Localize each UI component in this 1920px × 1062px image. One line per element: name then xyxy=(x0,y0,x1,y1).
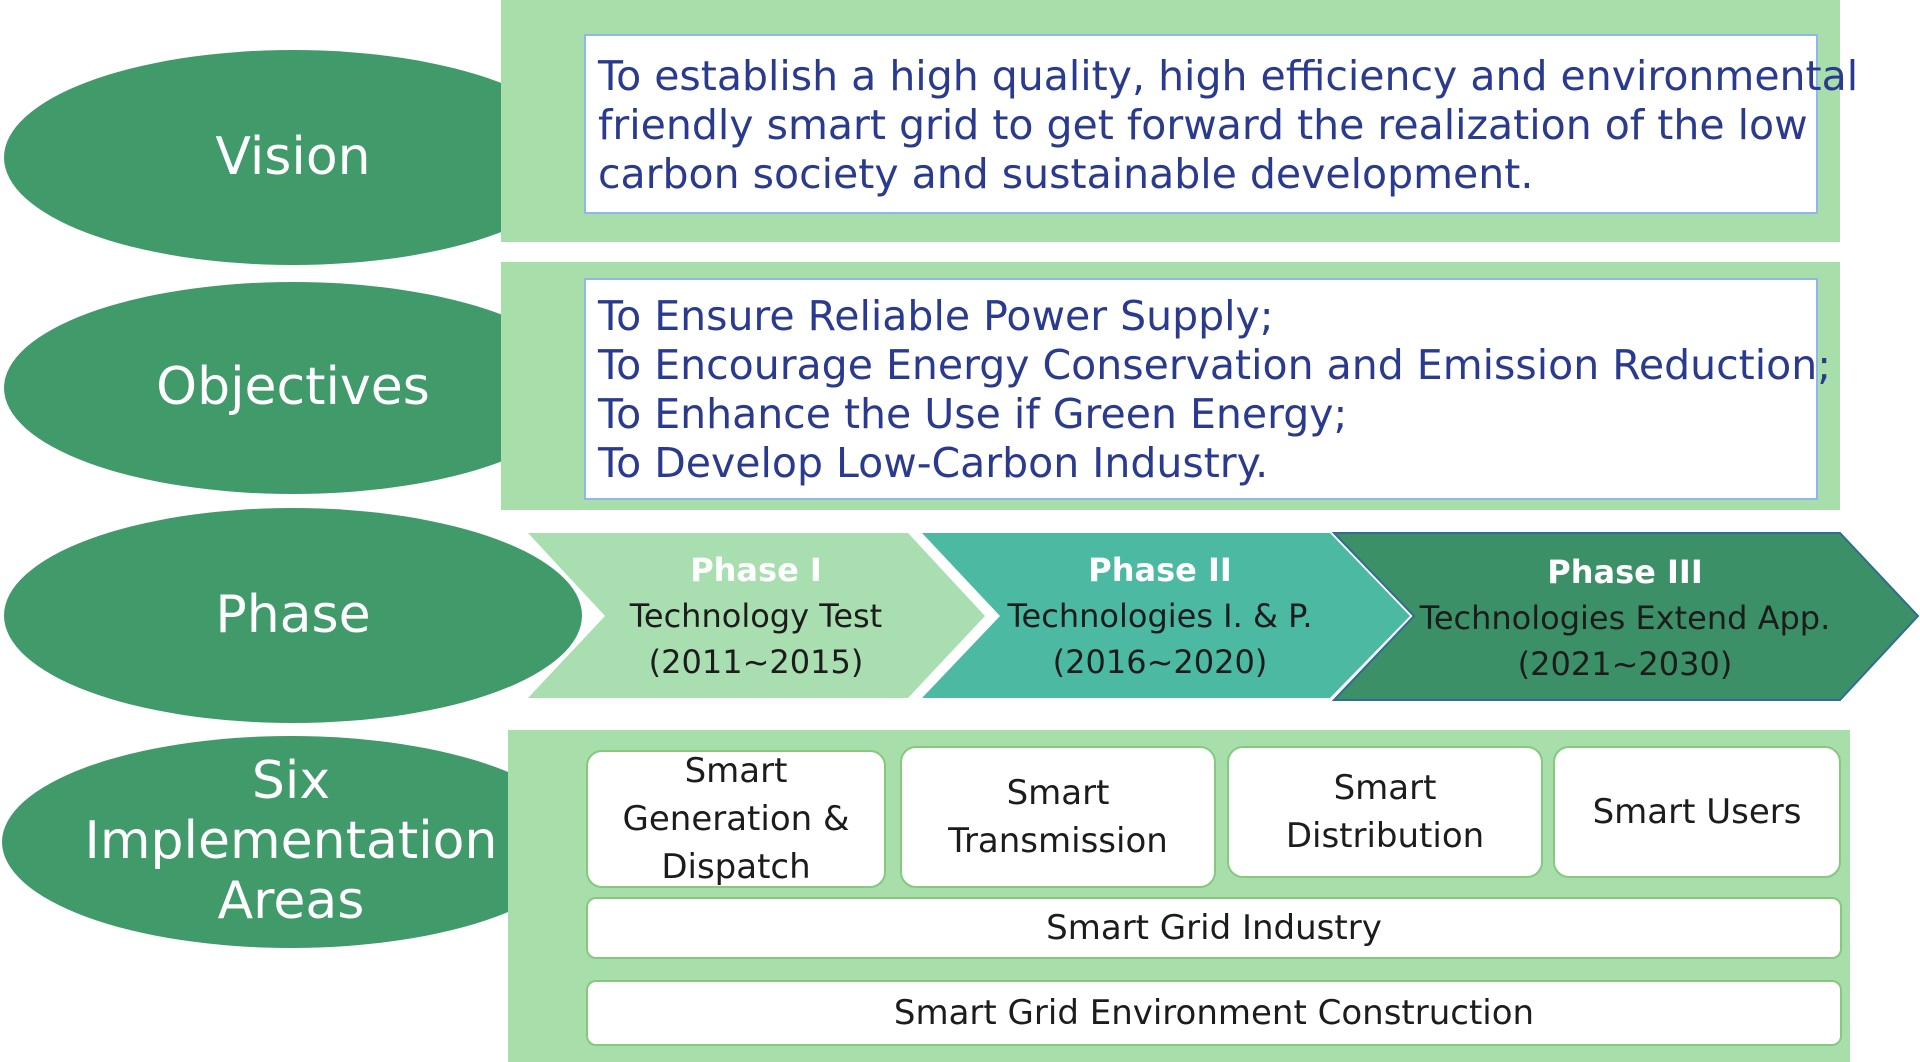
phase-3: Phase III Technologies Extend App. (2021… xyxy=(1410,550,1840,686)
area-trans-line-1: Smart xyxy=(1006,773,1110,813)
area-smart-users: Smart Users xyxy=(1553,746,1841,878)
area-gen-line-1: Smart xyxy=(684,751,788,791)
phase-1: Phase I Technology Test (2011~2015) xyxy=(600,548,912,684)
phase-ellipse: Phase xyxy=(4,508,582,723)
area-trans-line-2: Transmission xyxy=(948,821,1168,861)
area-smart-generation-dispatch: Smart Generation & Dispatch xyxy=(586,750,886,888)
vision-line-1: To establish a high quality, high effici… xyxy=(598,52,1859,100)
phase-3-period: (2021~2030) xyxy=(1517,645,1733,683)
vision-label: Vision xyxy=(215,126,371,187)
phase-1-chevron xyxy=(528,533,985,698)
phase-2-name: Phase II xyxy=(1088,551,1232,589)
phase-2-period: (2016~2020) xyxy=(1052,643,1268,681)
phase-3-name: Phase III xyxy=(1547,553,1703,591)
area-gen-line-2: Generation & xyxy=(622,799,850,839)
phase-1-name: Phase I xyxy=(690,551,822,589)
area-dist-line-1: Smart xyxy=(1333,768,1437,808)
objectives-label: Objectives xyxy=(156,357,430,418)
six-areas-label-line-1: Six xyxy=(251,751,331,812)
objectives-textbox: To Ensure Reliable Power Supply; To Enco… xyxy=(584,278,1832,500)
six-areas-ellipse: Six Implementation Areas xyxy=(2,736,580,948)
area-gen-line-3: Dispatch xyxy=(661,847,811,887)
area-smart-grid-industry: Smart Grid Industry xyxy=(586,897,1842,959)
area-environment-label: Smart Grid Environment Construction xyxy=(893,993,1535,1033)
six-areas-label-line-3: Areas xyxy=(217,870,365,931)
area-smart-distribution: Smart Distribution xyxy=(1227,746,1543,878)
six-areas-label-line-2: Implementation xyxy=(84,811,498,872)
phase-label: Phase xyxy=(215,584,371,645)
objective-line-1: To Ensure Reliable Power Supply; xyxy=(598,292,1274,340)
objective-line-4: To Develop Low-Carbon Industry. xyxy=(598,439,1269,487)
objective-line-2: To Encourage Energy Conservation and Emi… xyxy=(598,341,1832,389)
vision-textbox: To establish a high quality, high effici… xyxy=(584,34,1859,214)
phase-1-title: Technology Test xyxy=(629,597,883,635)
phase-2-chevron xyxy=(922,533,1410,698)
vision-line-2: friendly smart grid to get forward the r… xyxy=(598,101,1808,149)
phase-3-chevron xyxy=(1331,532,1920,701)
objectives-ellipse: Objectives xyxy=(4,282,582,494)
area-dist-line-2: Distribution xyxy=(1285,816,1485,856)
phase-3-title: Technologies Extend App. xyxy=(1419,599,1831,637)
area-smart-transmission: Smart Transmission xyxy=(900,746,1216,888)
area-users-label: Smart Users xyxy=(1592,792,1802,832)
area-smart-grid-environment: Smart Grid Environment Construction xyxy=(586,980,1842,1046)
vision-ellipse: Vision xyxy=(4,50,582,265)
vision-line-3: carbon society and sustainable developme… xyxy=(598,150,1534,198)
phase-2-title: Technologies I. & P. xyxy=(1007,597,1313,635)
phase-2: Phase II Technologies I. & P. (2016~2020… xyxy=(990,548,1330,684)
objective-line-3: To Enhance the Use if Green Energy; xyxy=(598,390,1348,438)
area-industry-label: Smart Grid Industry xyxy=(1046,908,1382,948)
phase-1-period: (2011~2015) xyxy=(648,643,864,681)
